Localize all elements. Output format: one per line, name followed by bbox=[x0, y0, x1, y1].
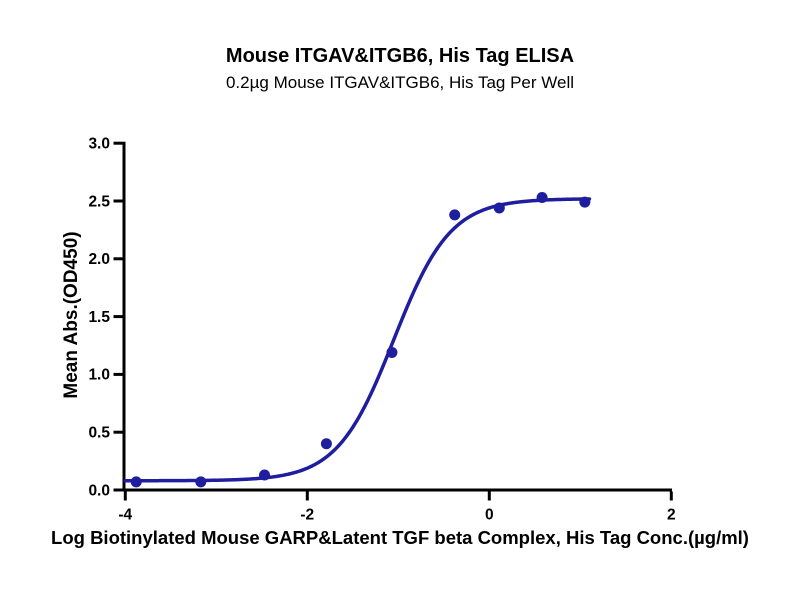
data-point bbox=[386, 346, 398, 358]
x-tick-label: 0 bbox=[485, 507, 494, 524]
data-point bbox=[579, 196, 591, 208]
x-tick-label: 2 bbox=[667, 507, 676, 524]
y-tick-label: 2.0 bbox=[88, 251, 110, 268]
data-point bbox=[320, 438, 332, 450]
data-point bbox=[493, 202, 505, 214]
y-tick-label: 1.0 bbox=[88, 367, 110, 384]
x-axis-title: Log Biotinylated Mouse GARP&Latent TGF b… bbox=[51, 527, 749, 548]
y-tick-label: 0.5 bbox=[88, 425, 110, 442]
data-point bbox=[130, 476, 142, 488]
x-tick-label: -4 bbox=[118, 507, 132, 524]
y-tick-label: 3.0 bbox=[88, 136, 110, 153]
fit-curve bbox=[123, 197, 592, 483]
y-tick-label: 1.5 bbox=[88, 309, 110, 326]
y-tick-label: 2.5 bbox=[88, 193, 110, 210]
data-point bbox=[259, 469, 271, 481]
data-point bbox=[449, 209, 461, 221]
chart-title: Mouse ITGAV&ITGB6, His Tag ELISA bbox=[225, 45, 575, 67]
chart-subtitle: 0.2µg Mouse ITGAV&ITGB6, His Tag Per Wel… bbox=[225, 73, 575, 92]
y-tick-label: 0.0 bbox=[88, 482, 110, 499]
x-tick-label: -2 bbox=[300, 507, 314, 524]
data-point bbox=[536, 192, 548, 204]
data-point bbox=[195, 476, 207, 488]
